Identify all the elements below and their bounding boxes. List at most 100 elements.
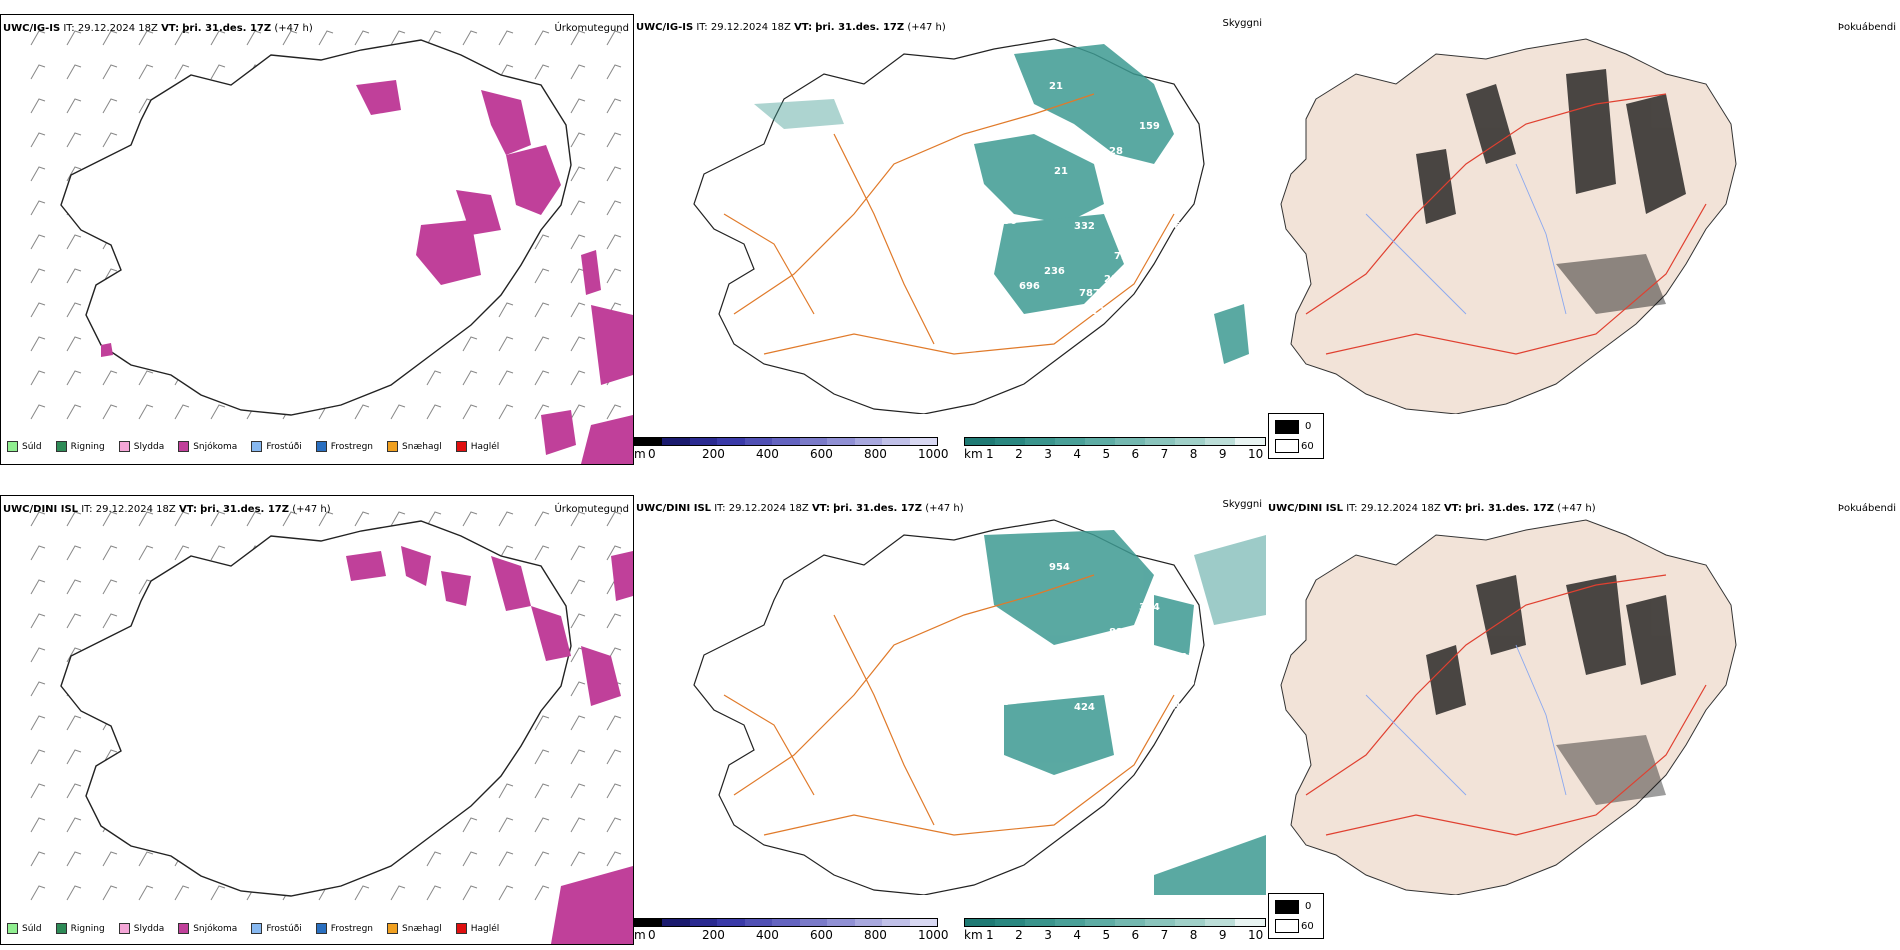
colorbar-tick: 9	[1218, 447, 1227, 461]
colorbar-tick: 800	[864, 447, 887, 461]
colorbar-tick: 6	[1131, 447, 1140, 461]
wind-barb	[606, 234, 622, 250]
cloudbase-label: 28	[1109, 146, 1123, 157]
cloudbase-label: 312	[1084, 306, 1105, 317]
legend-label: Snæhagl	[402, 923, 442, 934]
colorbar-segment	[1205, 438, 1235, 445]
wind-barb	[246, 30, 262, 46]
wind-barb	[354, 511, 370, 527]
precip-legend-item: Haglél	[455, 923, 499, 934]
legend-swatch	[7, 923, 18, 934]
wind-barb	[462, 817, 478, 833]
wind-barb	[498, 783, 514, 799]
precip-legend-top: Súld Rigning Slydda Snjókoma Frostúði Frostre…	[7, 441, 499, 452]
colorbar-tick: 10	[1248, 928, 1264, 942]
wind-barb	[606, 132, 622, 148]
legend-swatch	[387, 441, 399, 452]
wind-barb	[282, 511, 298, 527]
wind-barb	[210, 511, 226, 527]
panel-title-fog-bottom: Þokuábendi	[1837, 503, 1896, 514]
colorbar-segment	[717, 919, 745, 926]
cloudbase-label: 980	[989, 697, 1010, 708]
legend-label: Slydda	[133, 441, 165, 452]
wind-barb	[498, 404, 514, 420]
cloudbase-label: 344	[1139, 602, 1160, 613]
valid-time: þri. 31.des. 17Z	[815, 22, 905, 33]
colorbar-tick: 1000	[918, 928, 949, 942]
wind-barb	[354, 30, 370, 46]
wind-barb	[66, 817, 82, 833]
wind-barb	[606, 200, 622, 216]
wind-barb	[30, 404, 46, 420]
wind-barb	[30, 613, 46, 629]
cloudbase-label: 640	[1174, 221, 1195, 232]
colorbar-segment	[1175, 919, 1205, 926]
wind-barb	[102, 851, 118, 867]
legend-swatch	[7, 441, 18, 452]
cloudbase-bar	[634, 437, 938, 446]
fog-legend-top: 0 60	[1268, 413, 1324, 459]
valid-time: þri. 31.des. 17Z	[833, 503, 922, 514]
wind-barb	[570, 545, 586, 561]
valid-label: VT:	[794, 22, 813, 33]
panel-title-fog-top: Þokuábendi	[1837, 22, 1896, 33]
valid-label: VT:	[178, 504, 197, 515]
wind-barb	[462, 851, 478, 867]
colorbar-segment	[689, 438, 718, 445]
visibility-bar	[964, 437, 1266, 446]
panel-title-precip-top: Úrkomutegund	[554, 23, 629, 34]
wind-barb	[210, 64, 226, 80]
cloudbase-label: 236	[1044, 266, 1065, 277]
colorbar-segment	[882, 919, 910, 926]
legend-swatch	[251, 441, 263, 452]
init-time: IT: 29.12.2024 18Z	[714, 503, 809, 514]
colorbar-tick: 10	[1248, 447, 1264, 461]
wind-barb	[462, 336, 478, 352]
wind-barb	[138, 404, 154, 420]
wind-barb	[102, 404, 118, 420]
wind-barb	[66, 715, 82, 731]
wind-barb	[606, 613, 622, 629]
cloud-map-top: 159 21 28 419 777 640 1506 332 724 236 696 787 213 31…	[693, 38, 1249, 414]
cloudbase-label: 913	[1174, 652, 1195, 663]
wind-barb	[30, 166, 46, 182]
colorbar-segment	[1145, 438, 1175, 445]
wind-barb	[30, 370, 46, 386]
colorbar-segment	[882, 438, 910, 445]
wind-barb	[498, 851, 514, 867]
fog-panel-top: Þokuábendi	[1266, 14, 1900, 465]
precip-legend-item: Frostregn	[315, 923, 373, 934]
precip-legend-item: Frostúði	[251, 441, 302, 452]
wind-barb	[30, 132, 46, 148]
valid-time: þri. 31.des. 17Z	[1465, 503, 1554, 514]
wind-barb	[102, 30, 118, 46]
model-name: UWC/DINI ISL	[3, 504, 79, 515]
cloudbase-label: 258	[1174, 677, 1195, 688]
legend-swatch	[315, 441, 327, 452]
panel-title-cloud-bottom: Skyggni	[1222, 499, 1262, 510]
wind-barb	[534, 783, 550, 799]
colorbar-segment	[965, 919, 995, 926]
wind-barb	[390, 404, 406, 420]
wind-barb	[102, 268, 118, 284]
cloudbase-label: 1506	[989, 216, 1017, 227]
cloud-panel-bottom: 344 954 81 913 258 345 980 424 21 UWC/DINI ISL I…	[634, 495, 1266, 945]
wind-barb	[138, 64, 154, 80]
cloudbase-label: 345	[1174, 702, 1195, 713]
wind-barb	[282, 30, 298, 46]
model-name: UWC/DINI ISL	[1268, 503, 1344, 514]
valid-label: VT:	[1443, 503, 1462, 514]
legend-swatch	[118, 441, 130, 452]
wind-barb	[498, 30, 514, 46]
colorbar-segment	[1055, 438, 1085, 445]
lead-time: (+47 h)	[1557, 503, 1596, 514]
wind-barb	[570, 681, 586, 697]
valid-time: þri. 31.des. 17Z	[182, 23, 272, 34]
colorbar-segment	[1235, 438, 1265, 445]
cloudbase-label: 81	[1109, 627, 1123, 638]
valid-time: þri. 31.des. 17Z	[200, 504, 289, 515]
precip-panel-top: UWC/IG-IS IT: 29.12.2024 18Z VT: þri. 31…	[0, 14, 634, 465]
legend-swatch	[315, 923, 327, 934]
colorbar-segment	[1055, 919, 1085, 926]
wind-barb	[426, 30, 442, 46]
